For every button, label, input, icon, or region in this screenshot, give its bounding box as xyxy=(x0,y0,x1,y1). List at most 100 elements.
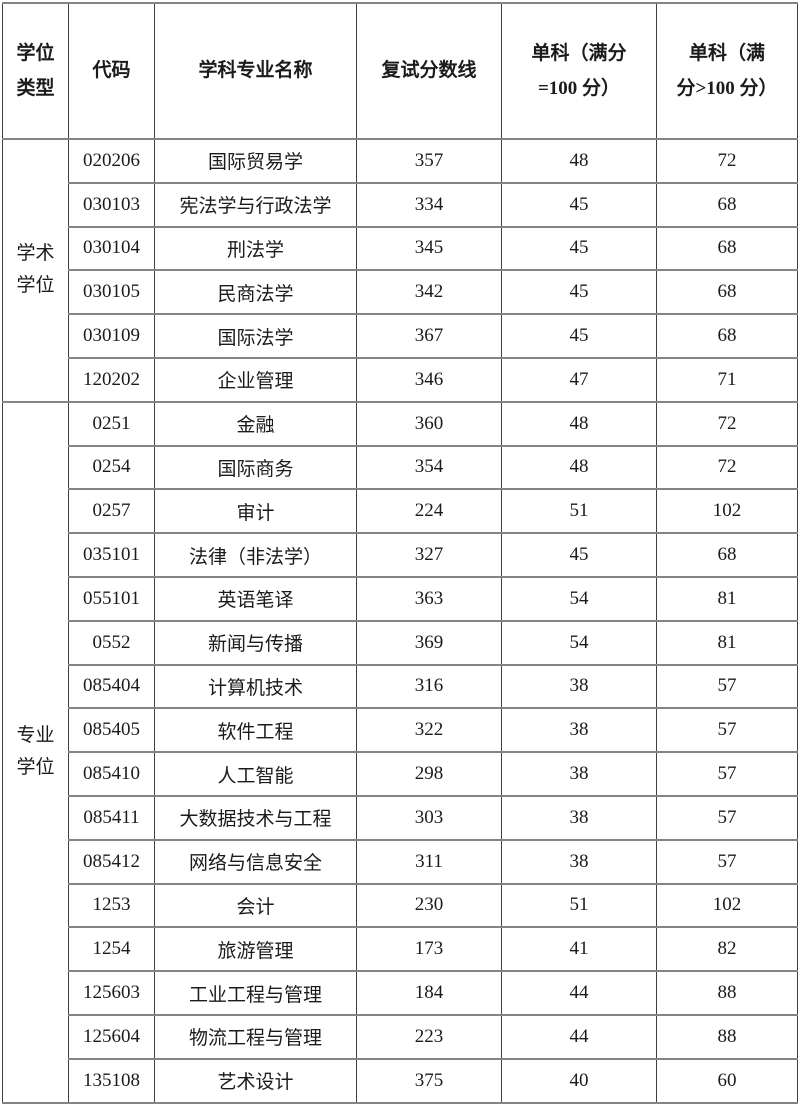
cell-retest: 357 xyxy=(356,138,502,184)
cell-retest: 345 xyxy=(356,225,502,272)
cell-retest: 367 xyxy=(356,313,502,359)
cell-major: 计算机技术 xyxy=(154,663,357,710)
cell-single-eq100: 38 xyxy=(501,663,657,710)
cell-retest: 303 xyxy=(356,794,502,841)
cell-code: 120202 xyxy=(68,356,155,403)
table-row: 125604 物流工程与管理 223 44 88 xyxy=(3,1013,798,1060)
table-row: 学术 学位 020206 国际贸易学 357 48 72 xyxy=(2,138,798,403)
cell-single-gt100: 57 xyxy=(656,751,798,797)
cell-single-gt100: 102 xyxy=(656,882,798,929)
cell-retest: 230 xyxy=(356,882,502,929)
cell-single-eq100: 41 xyxy=(501,926,657,973)
cell-retest: 363 xyxy=(356,575,502,622)
table-row: 120202 企业管理 346 47 71 xyxy=(3,356,798,403)
cell-code: 030103 xyxy=(68,181,155,228)
cell-code: 030104 xyxy=(68,225,155,272)
cell-single-gt100: 68 xyxy=(656,269,798,316)
cell-major: 会计 xyxy=(154,882,357,929)
table-row: 030109 国际法学 367 45 68 xyxy=(3,313,798,359)
cell-retest: 360 xyxy=(356,400,502,447)
cell-single-eq100: 45 xyxy=(501,225,657,272)
table-row: 030103 宪法学与行政法学 334 45 68 xyxy=(3,181,798,228)
header-single-gt100: 单科（满 分>100 分） xyxy=(656,2,798,140)
cell-single-gt100: 71 xyxy=(656,356,798,403)
cell-retest: 298 xyxy=(356,751,502,797)
group-cell-academic: 学术 学位 xyxy=(2,138,69,403)
cell-single-gt100: 81 xyxy=(656,575,798,622)
table-header: 学位 类型 代码 学科专业名称 复试分数线 单科（满分 =100 分） 单科（满… xyxy=(2,2,798,140)
cell-major: 国际法学 xyxy=(154,313,357,359)
cell-single-eq100: 45 xyxy=(501,532,657,578)
header-degree-type: 学位 类型 xyxy=(2,2,69,140)
cell-single-gt100: 82 xyxy=(656,926,798,973)
table-row: 085405 软件工程 322 38 57 xyxy=(3,707,798,754)
table-row: 专业 学位 0251 金融 360 48 72 xyxy=(2,400,798,1104)
cell-major: 英语笔译 xyxy=(154,575,357,622)
cell-single-eq100: 51 xyxy=(501,488,657,535)
cell-single-gt100: 72 xyxy=(656,400,798,447)
cell-code: 030109 xyxy=(68,313,155,359)
cell-code: 125604 xyxy=(68,1013,155,1060)
cell-single-gt100: 60 xyxy=(656,1057,798,1104)
cell-single-gt100: 102 xyxy=(656,488,798,535)
cell-code: 055101 xyxy=(68,575,155,622)
cell-major: 新闻与传播 xyxy=(154,619,357,666)
table-row: 035101 法律（非法学） 327 45 68 xyxy=(3,532,798,578)
cell-code: 085410 xyxy=(68,751,155,797)
header-retest-line: 复试分数线 xyxy=(356,2,502,140)
cell-major: 宪法学与行政法学 xyxy=(154,181,357,228)
cell-retest: 223 xyxy=(356,1013,502,1060)
table-row: 1253 会计 230 51 102 xyxy=(3,882,798,929)
table-row: 055101 英语笔译 363 54 81 xyxy=(3,575,798,622)
cell-single-eq100: 54 xyxy=(501,619,657,666)
cell-major: 审计 xyxy=(154,488,357,535)
cell-retest: 334 xyxy=(356,181,502,228)
cell-single-eq100: 48 xyxy=(501,400,657,447)
cell-single-gt100: 81 xyxy=(656,619,798,666)
cell-major: 网络与信息安全 xyxy=(154,838,357,885)
cell-code: 030105 xyxy=(68,269,155,316)
cell-single-gt100: 57 xyxy=(656,663,798,710)
cell-single-eq100: 54 xyxy=(501,575,657,622)
cell-code: 0552 xyxy=(68,619,155,666)
group-cell-professional: 专业 学位 xyxy=(2,400,69,1104)
cell-code: 135108 xyxy=(68,1057,155,1104)
cell-single-gt100: 68 xyxy=(656,313,798,359)
cell-retest: 316 xyxy=(356,663,502,710)
cell-major: 人工智能 xyxy=(154,751,357,797)
cell-single-eq100: 38 xyxy=(501,707,657,754)
header-row: 学位 类型 代码 学科专业名称 复试分数线 单科（满分 =100 分） 单科（满… xyxy=(2,2,798,140)
cell-single-eq100: 40 xyxy=(501,1057,657,1104)
cell-retest: 322 xyxy=(356,707,502,754)
table-row: 085411 大数据技术与工程 303 38 57 xyxy=(3,794,798,841)
cell-single-eq100: 45 xyxy=(501,313,657,359)
cell-retest: 311 xyxy=(356,838,502,885)
table-body: 学术 学位 020206 国际贸易学 357 48 72 030103 宪法学与… xyxy=(2,138,798,1104)
cell-single-eq100: 38 xyxy=(501,838,657,885)
cell-single-gt100: 72 xyxy=(656,138,798,184)
cell-code: 020206 xyxy=(68,138,155,184)
cell-single-eq100: 44 xyxy=(501,970,657,1016)
cell-major: 国际商务 xyxy=(154,444,357,491)
cell-major: 软件工程 xyxy=(154,707,357,754)
cell-retest: 224 xyxy=(356,488,502,535)
cell-retest: 354 xyxy=(356,444,502,491)
cell-major: 物流工程与管理 xyxy=(154,1013,357,1060)
table-row: 085410 人工智能 298 38 57 xyxy=(3,751,798,797)
cell-major: 刑法学 xyxy=(154,225,357,272)
cell-major: 民商法学 xyxy=(154,269,357,316)
cell-major: 旅游管理 xyxy=(154,926,357,973)
cell-single-eq100: 38 xyxy=(501,794,657,841)
table-row: 0257 审计 224 51 102 xyxy=(3,488,798,535)
cell-code: 125603 xyxy=(68,970,155,1016)
cell-single-gt100: 68 xyxy=(656,181,798,228)
cell-code: 085411 xyxy=(68,794,155,841)
cell-single-eq100: 45 xyxy=(501,269,657,316)
cell-single-gt100: 68 xyxy=(656,225,798,272)
cell-code: 0251 xyxy=(68,400,155,447)
cell-retest: 327 xyxy=(356,532,502,578)
cell-single-eq100: 48 xyxy=(501,138,657,184)
table-row: 030104 刑法学 345 45 68 xyxy=(3,225,798,272)
cell-major: 金融 xyxy=(154,400,357,447)
